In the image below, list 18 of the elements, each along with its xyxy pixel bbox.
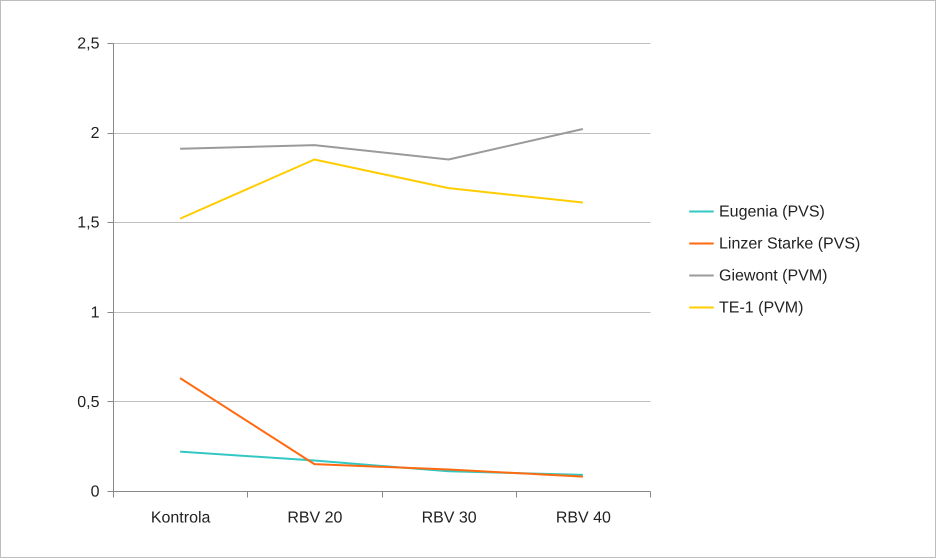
line-series [179,377,584,478]
y-tick-label: 1,5 [77,214,100,232]
legend-label: TE-1 (PVM) [719,300,804,316]
x-tick-label: RBV 20 [287,510,343,526]
legend-label: Linzer Starke (PVS) [719,236,860,252]
legend-label: Giewont (PVM) [719,268,828,284]
line-series [179,450,584,476]
y-tick-label: 2 [90,125,100,142]
line-series [179,158,584,220]
x-tick-label: RBV 30 [422,510,477,526]
y-tick-label: 0 [90,484,100,500]
x-tick-label: RBV 40 [556,510,612,526]
y-tick-label: 1 [90,304,100,322]
y-tick-label: 2,5 [77,36,100,52]
legend-label: Eugenia (PVS) [719,204,825,220]
line-series [179,128,584,160]
x-tick-label: Kontrola [150,510,211,526]
y-tick-label: 0,5 [77,394,100,411]
